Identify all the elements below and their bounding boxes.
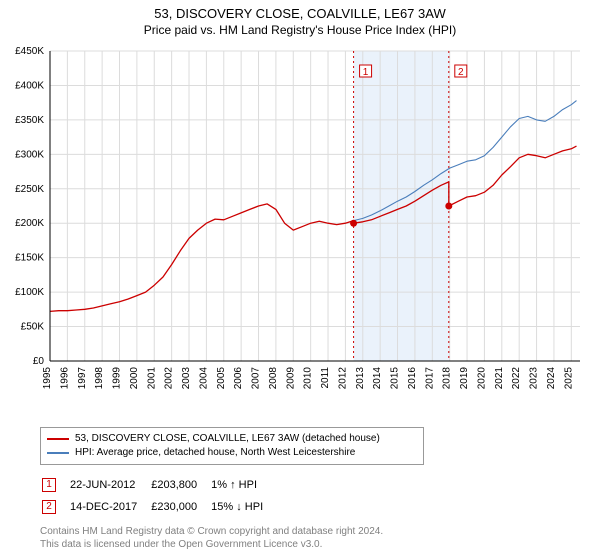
svg-text:2002: 2002 [164,367,175,390]
svg-text:£400K: £400K [15,80,44,91]
svg-text:2003: 2003 [181,367,192,390]
page-title: 53, DISCOVERY CLOSE, COALVILLE, LE67 3AW [0,6,600,21]
svg-text:2004: 2004 [198,367,209,390]
hpi-label: HPI [242,501,263,513]
svg-text:2006: 2006 [233,367,244,390]
sale-marker: 1 [42,478,56,492]
svg-text:1: 1 [363,67,369,78]
svg-text:2024: 2024 [546,367,557,390]
svg-text:2015: 2015 [390,367,401,390]
legend-label: HPI: Average price, detached house, Nort… [75,446,355,460]
footer-line-1: Contains HM Land Registry data © Crown c… [40,525,600,538]
svg-text:£300K: £300K [15,149,44,160]
svg-text:2021: 2021 [494,367,505,390]
legend-item: 53, DISCOVERY CLOSE, COALVILLE, LE67 3AW… [47,432,417,446]
svg-text:2018: 2018 [442,367,453,390]
svg-text:2020: 2020 [476,367,487,390]
sale-date: 14-DEC-2017 [70,497,149,517]
svg-text:1998: 1998 [94,367,105,390]
sale-price: £203,800 [151,475,209,495]
svg-text:2017: 2017 [424,367,435,390]
sale-price: £230,000 [151,497,209,517]
legend-item: HPI: Average price, detached house, Nort… [47,446,417,460]
footer-line-2: This data is licensed under the Open Gov… [40,538,600,551]
sale-date: 22-JUN-2012 [70,475,149,495]
svg-text:2014: 2014 [372,367,383,390]
svg-text:2010: 2010 [303,367,314,390]
price-chart: £0 £50K £100K £150K £200K £250K £300K £350K £400… [0,41,600,421]
page-subtitle: Price paid vs. HM Land Registry's House … [0,23,600,37]
sales-row: 1 22-JUN-2012£203,8001% ↑ HPI [42,475,275,495]
legend: 53, DISCOVERY CLOSE, COALVILLE, LE67 3AW… [40,427,424,465]
svg-text:2012: 2012 [337,367,348,390]
svg-text:2019: 2019 [459,367,470,390]
svg-text:£150K: £150K [15,253,44,264]
sales-table: 1 22-JUN-2012£203,8001% ↑ HPI 2 14-DEC-2017… [40,473,277,519]
svg-text:2025: 2025 [563,367,574,390]
svg-text:£50K: £50K [21,322,45,333]
svg-text:2001: 2001 [146,367,157,390]
chart-area: £0 £50K £100K £150K £200K £250K £300K £350K £400… [0,41,600,421]
svg-text:2016: 2016 [407,367,418,390]
svg-text:1999: 1999 [112,367,123,390]
svg-text:1995: 1995 [42,367,53,390]
svg-text:£100K: £100K [15,287,44,298]
svg-text:2009: 2009 [285,367,296,390]
svg-text:1996: 1996 [59,367,70,390]
svg-text:£0: £0 [33,356,45,367]
svg-text:2005: 2005 [216,367,227,390]
svg-text:1997: 1997 [77,367,88,390]
svg-text:£450K: £450K [15,46,44,57]
svg-text:£250K: £250K [15,184,44,195]
footer-attribution: Contains HM Land Registry data © Crown c… [40,525,600,551]
svg-text:2: 2 [458,67,464,78]
svg-text:2008: 2008 [268,367,279,390]
svg-text:2000: 2000 [129,367,140,390]
sale-delta: 15% ↓ HPI [211,497,275,517]
legend-label: 53, DISCOVERY CLOSE, COALVILLE, LE67 3AW… [75,432,380,446]
svg-text:£200K: £200K [15,218,44,229]
legend-swatch [47,438,69,440]
legend-swatch [47,452,69,454]
sale-delta: 1% ↑ HPI [211,475,275,495]
sales-row: 2 14-DEC-2017£230,00015% ↓ HPI [42,497,275,517]
svg-text:2011: 2011 [320,367,331,389]
hpi-label: HPI [236,479,257,491]
svg-text:2023: 2023 [529,367,540,390]
svg-text:£350K: £350K [15,115,44,126]
sale-marker: 2 [42,500,56,514]
svg-text:2013: 2013 [355,367,366,390]
svg-text:2007: 2007 [251,367,262,390]
svg-text:2022: 2022 [511,367,522,390]
